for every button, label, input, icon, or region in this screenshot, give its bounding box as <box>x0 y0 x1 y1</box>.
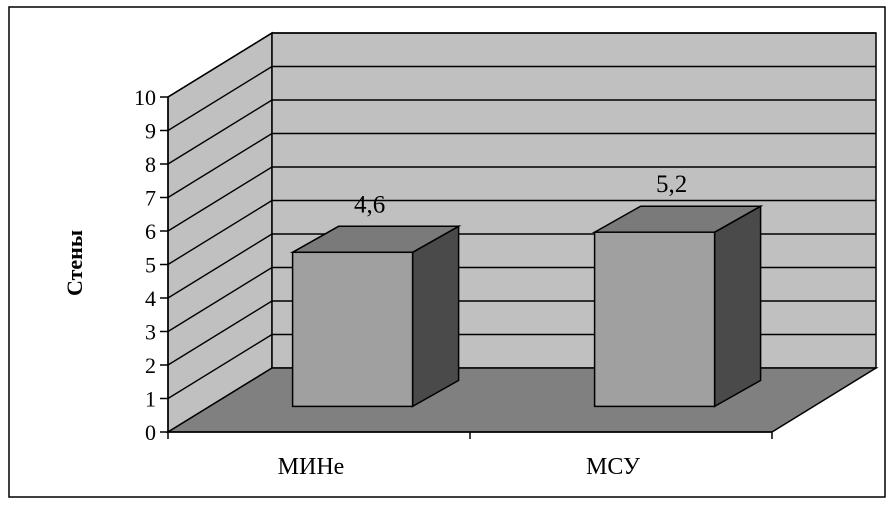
gridline-side-7 <box>167 132 273 199</box>
bar-front-0 <box>291 251 414 408</box>
gridline-side-5 <box>167 199 273 266</box>
y-tick-label-7: 7 <box>145 186 156 211</box>
y-tick-label-5: 5 <box>145 253 156 278</box>
y-tick-labels: 0 1 2 3 4 5 6 7 8 9 10 <box>134 85 156 445</box>
y-tick-label-6: 6 <box>145 219 156 244</box>
gridline-side-3 <box>167 266 273 333</box>
y-axis <box>160 96 773 439</box>
bar-side-1 <box>713 204 762 408</box>
x-category-label-0: МИНе <box>278 454 345 480</box>
y-tick-label-0: 0 <box>145 420 156 445</box>
y-axis-label: Стены <box>62 230 87 296</box>
data-labels: 4,6 5,2 <box>354 171 687 218</box>
y-tick-label-3: 3 <box>145 320 156 345</box>
gridline-side-9 <box>167 65 273 132</box>
gridline-side-6 <box>167 166 273 232</box>
bar-0 <box>289 225 462 408</box>
gridline-side-1 <box>167 333 273 400</box>
y-tick-label-9: 9 <box>145 119 156 144</box>
floor <box>165 367 879 433</box>
bar-front-1 <box>593 231 716 408</box>
y-tick-label-8: 8 <box>145 152 156 177</box>
gridline-side-2 <box>167 300 273 366</box>
gridline-side-4 <box>167 233 273 299</box>
data-label-0: 4,6 <box>354 191 385 218</box>
y-tick-label-4: 4 <box>145 286 156 311</box>
y-tick-label-10: 10 <box>134 85 156 110</box>
x-category-label-1: МСУ <box>586 454 640 480</box>
data-label-1: 5,2 <box>656 171 687 198</box>
y-tick-label-2: 2 <box>145 353 156 378</box>
bar-side-0 <box>411 225 460 408</box>
chart-bars <box>289 204 764 408</box>
bar-1 <box>591 204 764 408</box>
x-category-labels: МИНе МСУ <box>278 454 640 480</box>
chart-walls <box>165 31 879 434</box>
y-tick-label-1: 1 <box>145 387 156 412</box>
gridline-side-8 <box>167 99 273 165</box>
gridline-side-10 <box>167 32 273 98</box>
